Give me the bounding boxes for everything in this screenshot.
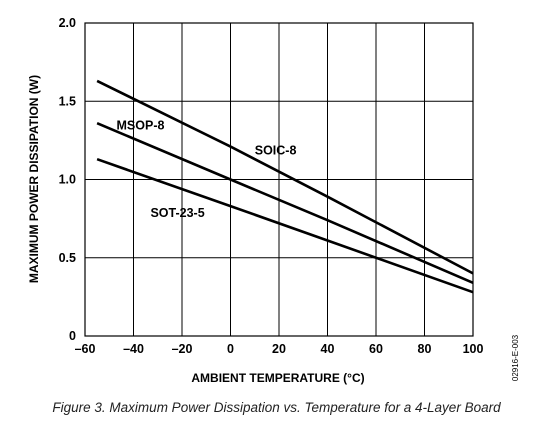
x-tick-label: 60 <box>369 342 383 356</box>
x-tick-label: 40 <box>321 342 335 356</box>
series-labels: SOIC-8 MSOP-8 SOT-23-5 <box>117 118 297 220</box>
series-lines <box>96 79 474 294</box>
figure-caption: Figure 3. Maximum Power Dissipation vs. … <box>52 400 501 415</box>
plot-frame <box>84 22 474 337</box>
series-label-sot-23-5: SOT-23-5 <box>150 206 204 220</box>
series-line-msop-8 <box>96 122 474 284</box>
x-axis-title: AMBIENT TEMPERATURE (°C) <box>191 371 364 385</box>
series-line-sot-23-5 <box>96 157 474 294</box>
x-tick-label: –40 <box>123 342 144 356</box>
series-line-soic-8 <box>96 79 474 275</box>
x-tick-label: 80 <box>418 342 432 356</box>
y-tick-label: 2.0 <box>59 16 76 30</box>
y-tick-label: 1.0 <box>59 173 76 187</box>
grid-lines <box>84 22 474 337</box>
y-tick-label: 0 <box>69 329 76 343</box>
tick-labels: –60 –40 –20 0 20 40 60 80 100 0 0.5 1.0 1.5 2.0 <box>59 16 484 356</box>
series-label-msop-8: MSOP-8 <box>117 118 165 132</box>
x-tick-label: –20 <box>172 342 193 356</box>
figure-code: 02916-E-003 <box>511 334 520 381</box>
y-tick-label: 1.5 <box>59 94 76 108</box>
x-tick-label: 100 <box>463 342 484 356</box>
y-axis-title: MAXIMUM POWER DISSIPATION (W) <box>27 75 41 283</box>
x-tick-label: 20 <box>272 342 286 356</box>
x-tick-label: 0 <box>227 342 234 356</box>
y-tick-label: 0.5 <box>59 251 76 265</box>
x-tick-label: –60 <box>75 342 96 356</box>
series-label-soic-8: SOIC-8 <box>255 143 297 157</box>
